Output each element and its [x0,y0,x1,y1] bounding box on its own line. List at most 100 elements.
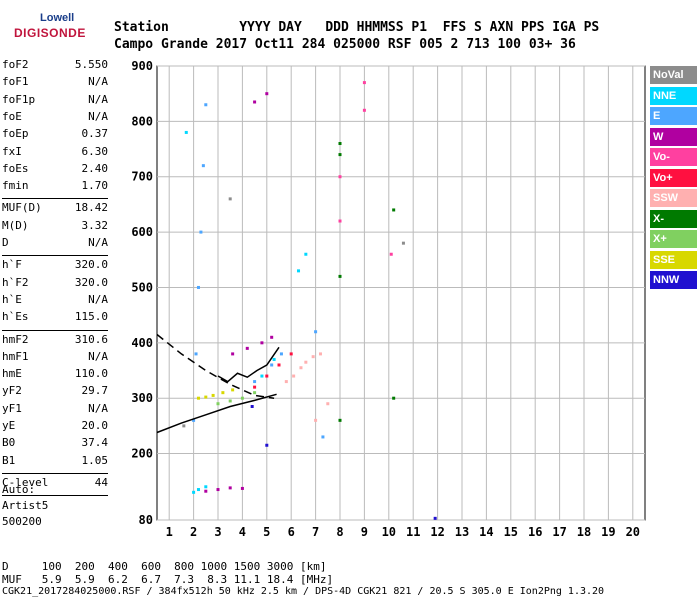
legend-item-vo: Vo+ [650,168,697,187]
data-point-vo [338,219,342,223]
param-key: yF1 [2,401,22,415]
param-value: 3.32 [81,218,109,232]
y-tick-label: 300 [131,391,153,405]
param-value: 115.0 [74,310,108,324]
param-separator [2,495,108,497]
param-value: 2.40 [81,161,109,175]
data-point-w [231,352,235,356]
param-key: h`E [2,292,22,306]
legend-item-w: W [650,127,697,146]
param-key: MUF(D) [2,201,42,215]
auto-artist: Artist5 [2,499,49,512]
data-point-w [216,488,220,492]
plot-frame [156,65,646,521]
data-point-e [192,418,196,422]
data-point-x [338,153,342,157]
param-key: foF2 [2,58,29,71]
data-point-nnw [433,516,437,520]
data-point-nnw [265,443,269,447]
data-point-ssw [326,402,330,406]
data-point-e [321,435,325,439]
param-key: B1 [2,453,16,467]
param-key: hmF1 [2,349,29,363]
data-point-x [216,402,220,406]
param-value: 320.0 [74,258,108,272]
y-tick-label: 500 [131,280,153,294]
y-tick-label: 600 [131,225,153,239]
param-key: h`F2 [2,275,29,289]
param-row-foep: foEp 0.37 [2,127,108,144]
x-tick-label: 19 [601,525,615,539]
param-key: M(D) [2,218,29,232]
param-row-md: M(D) 3.32 [2,219,108,236]
param-row-b1: B1 1.05 [2,454,108,471]
data-point-vo [362,108,366,112]
param-row-foes: foEs 2.40 [2,162,108,179]
param-key: foF1 [2,75,29,89]
param-value: N/A [88,349,108,363]
legend-item-x: X+ [650,230,697,248]
param-value: 29.7 [81,384,109,398]
y-tick-label: 900 [131,59,153,73]
data-point-ssw [314,418,318,422]
y-tick-label: 800 [131,114,153,128]
param-row-foe: foE N/A [2,110,108,127]
data-point-x [240,396,244,400]
header-row-values: Campo Grande 2017 Oct11 284 025000 RSF 0… [114,37,576,52]
param-value: 20.0 [81,419,109,432]
data-point-w [265,92,269,96]
data-point-nne [297,269,301,273]
param-value: 310.6 [74,332,108,346]
param-row-hf2: h`F2 320.0 [2,276,108,293]
data-point-ssw [299,366,303,370]
param-row-hes: h`Es 115.0 [2,310,108,327]
data-point-w [245,346,249,350]
data-point-sse [204,395,208,399]
x-tick-label: 16 [528,525,542,539]
data-point-x [338,418,342,422]
curve-profile [217,346,280,383]
x-tick-label: 1 [166,525,173,539]
param-row-hme: hmE 110.0 [2,367,108,384]
legend-item-noval: NoVal [650,66,697,84]
param-row-b0: B0 37.4 [2,436,108,453]
param-row-fof2: foF2 5.550 [2,58,108,75]
data-point-nne [204,485,208,489]
auto-version: 500200 [2,515,42,528]
x-tick-label: 17 [552,525,566,539]
x-tick-label: 12 [430,525,444,539]
param-row-fof1: foF1 N/A [2,75,108,92]
data-point-w [260,341,264,345]
data-point-ssw [311,355,315,359]
param-separator [2,198,108,200]
param-row-yf2: yF2 29.7 [2,384,108,401]
data-point-x [392,396,396,400]
data-point-nne [260,374,264,378]
data-point-sse [221,391,225,395]
legend-item-vo: Vo- [650,148,697,166]
param-key: foE [2,109,22,123]
param-key: hmF2 [2,332,29,346]
param-value: 1.70 [81,179,109,193]
data-point-e [314,330,318,334]
param-row-yf1: yF1 N/A [2,402,108,419]
x-tick-label: 5 [263,525,270,539]
data-point-w [270,335,274,339]
data-point-e [196,285,200,289]
legend-item-e: E [650,107,697,125]
data-point-nnw [250,405,254,408]
param-value: 0.37 [81,127,109,141]
data-point-ssw [304,360,308,364]
param-key: D [2,236,9,249]
data-point-w [253,100,257,104]
param-separator [2,329,108,331]
y-tick-label: 200 [131,447,153,461]
x-tick-label: 18 [577,525,591,539]
param-separator [2,255,108,257]
x-tick-label: 15 [504,525,518,539]
data-point-e [253,380,257,384]
x-tick-label: 14 [479,525,493,539]
y-tick-label: 80 [139,513,153,527]
param-row-hf: h`F 320.0 [2,258,108,275]
x-tick-label: 20 [626,525,640,539]
